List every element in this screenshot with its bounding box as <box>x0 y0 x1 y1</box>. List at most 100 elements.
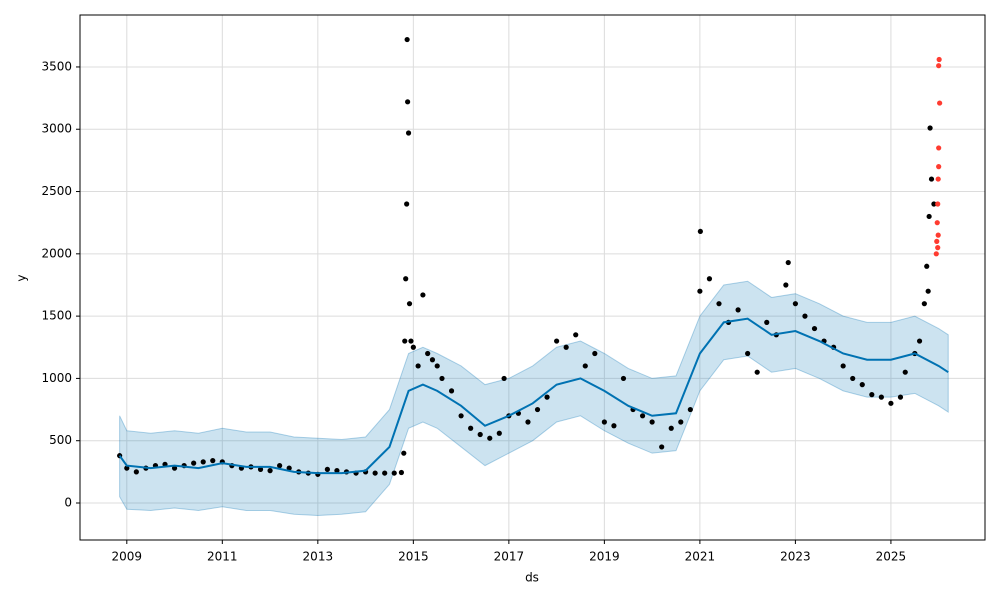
data-point <box>697 288 703 294</box>
data-point <box>935 176 941 182</box>
data-point <box>735 307 741 313</box>
data-point <box>592 350 598 357</box>
data-point <box>859 382 865 388</box>
data-point <box>408 338 414 344</box>
data-point <box>210 458 216 464</box>
data-point <box>402 338 408 344</box>
data-point <box>668 425 674 431</box>
x-tick-label: 2015 <box>398 550 429 564</box>
data-point <box>785 259 791 266</box>
x-tick-label: 2019 <box>589 550 620 564</box>
data-point <box>563 344 569 350</box>
x-tick-label: 2013 <box>303 550 334 564</box>
data-point <box>928 176 935 182</box>
data-point <box>925 288 931 294</box>
data-point <box>792 301 799 307</box>
data-point <box>124 465 130 471</box>
data-point <box>601 419 607 425</box>
y-tick-label: 2000 <box>41 246 72 260</box>
data-point <box>404 201 410 207</box>
y-tick-label: 3500 <box>41 59 72 73</box>
data-point <box>458 413 464 419</box>
data-point <box>840 363 846 369</box>
data-point <box>420 292 426 298</box>
x-tick-label: 2021 <box>685 550 716 564</box>
data-point <box>706 276 713 282</box>
data-point <box>477 431 483 438</box>
data-point <box>678 419 684 425</box>
data-point <box>398 469 405 476</box>
data-point <box>926 213 932 220</box>
data-point <box>434 363 440 369</box>
data-point <box>404 36 410 43</box>
data-point <box>783 282 789 288</box>
y-tick-label: 1000 <box>41 371 72 385</box>
data-point <box>534 406 541 413</box>
data-point <box>878 394 884 400</box>
data-point <box>439 375 445 382</box>
x-tick-label: 2011 <box>207 550 238 564</box>
data-point <box>937 100 943 106</box>
x-tick-label: 2017 <box>494 550 525 564</box>
data-point <box>410 344 416 350</box>
x-tick-label: 2009 <box>112 550 143 564</box>
data-point <box>916 338 923 344</box>
data-point <box>391 470 397 476</box>
data-point <box>934 220 940 226</box>
data-point <box>406 301 413 307</box>
data-point <box>902 369 908 375</box>
data-point <box>501 375 507 382</box>
data-point <box>869 392 875 398</box>
data-point <box>764 319 770 325</box>
data-point <box>927 125 933 131</box>
data-point <box>933 251 939 257</box>
y-tick-label: 3000 <box>41 122 72 136</box>
data-point <box>921 301 927 307</box>
data-point <box>935 201 941 207</box>
data-point <box>850 375 856 382</box>
data-point <box>936 63 942 69</box>
data-point <box>448 388 455 394</box>
data-point <box>931 201 937 207</box>
y-tick-label: 1500 <box>41 309 72 323</box>
data-point <box>267 468 273 474</box>
data-point <box>324 466 330 472</box>
data-point <box>659 444 665 450</box>
data-point <box>382 470 388 476</box>
data-point <box>403 276 409 282</box>
data-point <box>716 301 722 307</box>
data-point <box>697 228 703 235</box>
data-point <box>620 375 627 382</box>
y-tick-label: 0 <box>64 495 72 509</box>
data-point <box>277 463 283 469</box>
data-point <box>811 325 818 332</box>
data-point <box>888 400 894 406</box>
data-point <box>191 460 197 466</box>
data-point <box>468 425 474 431</box>
x-tick-label: 2023 <box>780 550 811 564</box>
y-tick-label: 2500 <box>41 184 72 198</box>
data-point <box>582 363 588 369</box>
data-point <box>525 419 531 425</box>
data-point <box>372 470 378 476</box>
data-point <box>200 459 206 465</box>
uncertainty-band <box>119 280 949 516</box>
data-point <box>286 465 292 471</box>
data-point <box>429 357 436 363</box>
data-point <box>934 238 940 244</box>
y-tick-label: 500 <box>49 433 72 447</box>
data-point <box>687 406 693 413</box>
data-point <box>935 244 941 251</box>
data-point <box>649 419 655 425</box>
plot-frame <box>79 14 986 541</box>
data-point <box>401 450 407 456</box>
x-tick-label: 2025 <box>876 550 907 564</box>
data-point <box>496 430 502 436</box>
data-point <box>425 350 431 357</box>
forecast-line <box>118 317 949 475</box>
data-point <box>611 423 617 429</box>
data-point <box>936 164 942 170</box>
data-point <box>334 468 340 474</box>
data-point <box>257 466 264 472</box>
data-point <box>936 56 942 63</box>
